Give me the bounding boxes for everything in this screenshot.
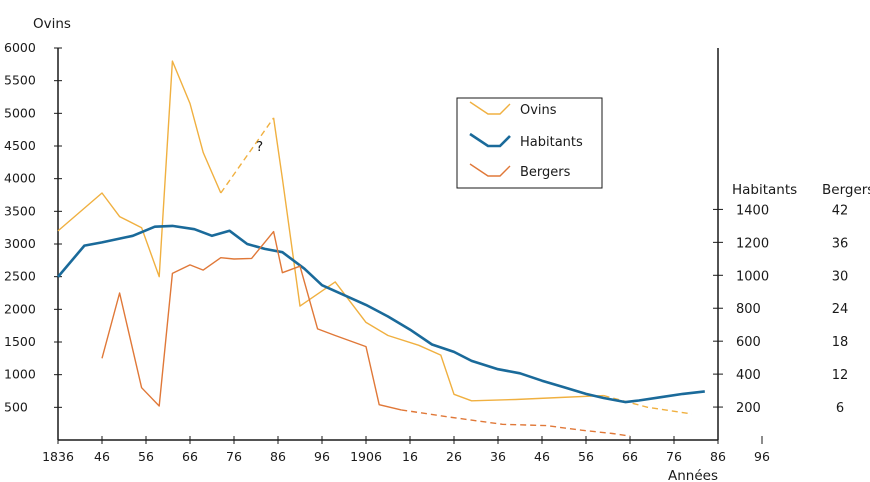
y-right-bergers-label: 30 <box>832 269 849 284</box>
y-right-bergers-label: 42 <box>832 203 849 218</box>
y-right-habitants-label: 1000 <box>736 269 769 284</box>
x-tick-label: 1906 <box>350 449 382 464</box>
x-tick-label: 96 <box>754 449 770 464</box>
series-ovins-dashed-line <box>220 117 275 194</box>
x-tick-label: 86 <box>270 449 286 464</box>
y-right-bergers-label: 12 <box>832 368 849 383</box>
legend: Ovins Habitants Bergers <box>456 97 603 189</box>
y-axis-left-title: Ovins <box>33 16 71 32</box>
y-left-tick-label: 2000 <box>4 301 36 316</box>
x-tick-label: 76 <box>666 449 682 464</box>
y-left-tick-label: 3000 <box>4 236 36 251</box>
y-right-bergers-label: 18 <box>832 335 849 350</box>
legend-swatch-bergers <box>469 163 511 177</box>
annotation-question-mark: ? <box>256 139 263 155</box>
x-axis-title: Années <box>668 468 718 482</box>
legend-label-habitants: Habitants <box>520 135 583 150</box>
x-tick-label: 76 <box>226 449 242 464</box>
x-tick-label: 86 <box>710 449 726 464</box>
legend-swatch-ovins <box>469 101 511 115</box>
series-layer <box>57 60 705 437</box>
x-tick-label: 66 <box>182 449 198 464</box>
x-tick-label: 56 <box>138 449 154 464</box>
x-tick-label: 46 <box>94 449 110 464</box>
y-right-bergers-label: 24 <box>832 302 849 317</box>
series-bergers-dashed-line <box>401 409 631 437</box>
y-right-bergers-label: 36 <box>832 236 849 251</box>
x-tick-label: 56 <box>578 449 594 464</box>
y-right-habitants-label: 1400 <box>736 203 769 218</box>
axes <box>54 47 763 444</box>
y-right-habitants-label: 400 <box>736 368 761 383</box>
y-left-tick-label: 1000 <box>4 367 36 382</box>
series-ovins-line <box>57 60 222 278</box>
y-left-tick-label: 4000 <box>4 171 36 186</box>
y-right-bergers-label: 6 <box>836 401 844 416</box>
y-left-tick-label: 2500 <box>4 269 36 284</box>
y-right-habitants-label: 800 <box>736 302 761 317</box>
series-habitants-line <box>57 224 705 404</box>
legend-label-bergers: Bergers <box>520 165 571 180</box>
y-left-tick-label: 5000 <box>4 105 36 120</box>
x-tick-label: 16 <box>402 449 418 464</box>
y-right-habitants-label: 1200 <box>736 236 769 251</box>
y-axis-right-title-bergers: Bergers <box>822 182 870 198</box>
series-ovins-line <box>272 117 604 402</box>
x-tick-label: 1836 <box>42 449 74 464</box>
legend-label-ovins: Ovins <box>520 103 557 118</box>
x-tick-label: 66 <box>622 449 638 464</box>
y-left-tick-label: 6000 <box>4 40 36 55</box>
x-tick-label: 26 <box>446 449 462 464</box>
labels-layer: 500 1000 1500 2000 2500 3000 3500 4000 4500 5000 5… <box>4 40 848 464</box>
y-right-habitants-label: 600 <box>736 335 761 350</box>
y-left-tick-label: 3500 <box>4 203 36 218</box>
x-tick-label: 96 <box>314 449 330 464</box>
legend-swatch-habitants <box>469 132 511 148</box>
y-left-tick-label: 5500 <box>4 73 36 88</box>
x-tick-label: 46 <box>534 449 550 464</box>
y-axis-right-title-habitants: Habitants <box>732 182 797 198</box>
y-left-tick-label: 4500 <box>4 138 36 153</box>
x-tick-label: 36 <box>490 449 506 464</box>
y-right-habitants-label: 200 <box>736 401 761 416</box>
y-left-tick-label: 1500 <box>4 334 36 349</box>
y-left-tick-label: 500 <box>4 399 28 414</box>
series-bergers-line <box>101 230 402 411</box>
